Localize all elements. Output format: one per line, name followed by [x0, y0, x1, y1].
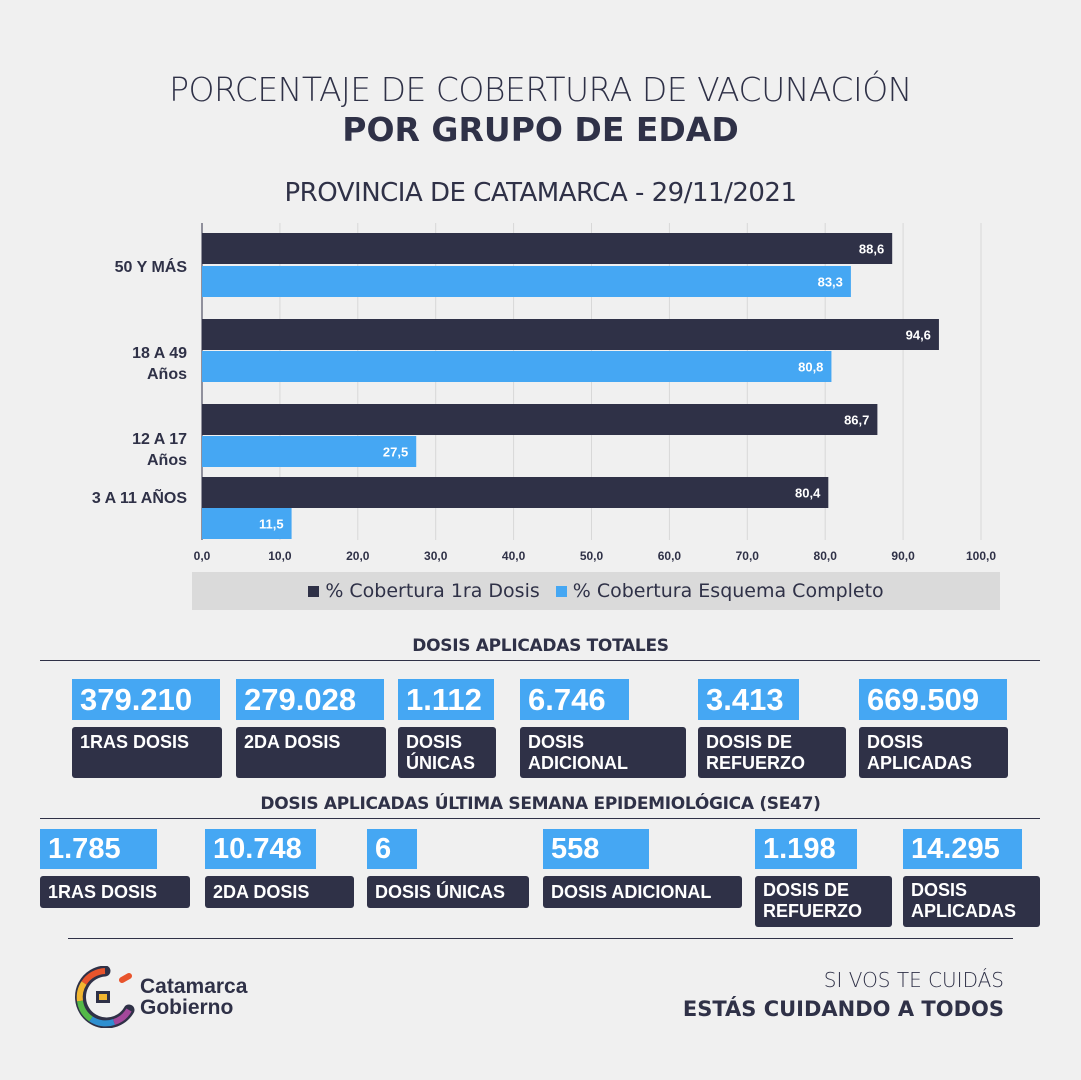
- total-second-dose-label: 2DA DOSIS: [236, 727, 386, 778]
- x-tick-label: 60,0: [658, 549, 682, 563]
- weekly-divider: [40, 818, 1040, 819]
- bar-value-label: 94,6: [906, 328, 931, 343]
- weekly-section-title: DOSIS APLICADAS ÚLTIMA SEMANA EPIDEMIOLÓ…: [260, 794, 821, 814]
- slogan-line-1: SI VOS TE CUIDÁS: [823, 968, 1004, 992]
- logo-line-1: Catamarca: [140, 975, 248, 998]
- bar-value-label: 80,4: [795, 486, 821, 501]
- legend-swatch-complete-scheme: [555, 585, 567, 597]
- bar: [202, 508, 292, 539]
- weekly-applied-doses-label: DOSIS APLICADAS: [903, 876, 1040, 927]
- weekly-additional-dose-label: DOSIS ADICIONAL: [543, 876, 742, 908]
- bar: [202, 477, 829, 508]
- slogan-line-2: ESTÁS CUIDANDO A TODOS: [682, 997, 1004, 1021]
- x-tick-label: 30,0: [424, 549, 448, 563]
- bar-value-label: 86,7: [844, 413, 869, 428]
- weekly-single-dose-value: 6: [367, 829, 417, 869]
- category-label: Años: [147, 366, 187, 383]
- bar: [202, 233, 893, 264]
- logo-wordmark: Catamarca Gobierno: [140, 976, 247, 1018]
- category-label: 3 A 11 AÑOS: [92, 487, 187, 507]
- bar-value-label: 27,5: [383, 445, 408, 460]
- total-single-dose-label: DOSIS ÚNICAS: [398, 727, 496, 778]
- bar: [202, 266, 851, 297]
- weekly-second-dose-label: 2DA DOSIS: [205, 876, 354, 908]
- bar-value-label: 88,6: [859, 242, 884, 257]
- catamarca-logo-icon: [75, 966, 135, 1028]
- total-booster-dose-value: 3.413: [698, 679, 799, 720]
- bar: [202, 404, 878, 435]
- weekly-first-dose-value: 1.785: [40, 829, 157, 869]
- total-first-dose-value: 379.210: [72, 679, 220, 720]
- chart-legend: % Cobertura 1ra Dosis % Cobertura Esquem…: [192, 572, 1000, 610]
- bar: [202, 351, 832, 382]
- x-tick-label: 80,0: [814, 549, 838, 563]
- x-tick-label: 70,0: [736, 549, 760, 563]
- bar-value-label: 83,3: [818, 275, 843, 290]
- total-booster-dose-label: DOSIS DE REFUERZO: [698, 727, 846, 778]
- total-second-dose-value: 279.028: [236, 679, 384, 720]
- x-tick-label: 50,0: [580, 549, 604, 563]
- x-tick-label: 0,0: [194, 549, 211, 563]
- category-label: 50 Y MÁS: [115, 257, 188, 276]
- totals-divider: [40, 660, 1040, 661]
- weekly-booster-dose-value: 1.198: [755, 829, 857, 869]
- x-tick-label: 90,0: [891, 549, 915, 563]
- total-applied-doses-label: DOSIS APLICADAS: [859, 727, 1008, 778]
- logo-line-2: Gobierno: [140, 996, 234, 1019]
- total-additional-dose-value: 6.746: [520, 679, 629, 720]
- weekly-additional-dose-value: 558: [543, 829, 649, 869]
- weekly-second-dose-value: 10.748: [205, 829, 316, 869]
- totals-section-title: DOSIS APLICADAS TOTALES: [412, 636, 669, 656]
- weekly-single-dose-label: DOSIS ÚNICAS: [367, 876, 529, 908]
- weekly-applied-doses-value: 14.295: [903, 829, 1022, 869]
- bar: [202, 436, 417, 467]
- x-tick-label: 10,0: [268, 549, 292, 563]
- category-label: Años: [147, 452, 187, 469]
- legend-item-first-dose: % Cobertura 1ra Dosis: [308, 580, 540, 602]
- total-additional-dose-label: DOSIS ADICIONAL: [520, 727, 686, 778]
- bar: [202, 319, 939, 350]
- legend-label-complete-scheme: % Cobertura Esquema Completo: [572, 580, 884, 602]
- bar-value-label: 80,8: [798, 360, 823, 375]
- footer-divider: [68, 938, 1013, 939]
- category-label: 18 A 49: [132, 345, 187, 362]
- bar-value-label: 11,5: [259, 517, 284, 532]
- x-tick-label: 100,0: [966, 549, 996, 563]
- legend-item-complete-scheme: % Cobertura Esquema Completo: [555, 580, 884, 602]
- page-title-bold: POR GRUPO DE EDAD: [342, 110, 739, 149]
- coverage-bar-chart: 0,0 10,0 20,0 30,0 40,0 50,0 60,0 70,0 80,0 90,0 1…: [92, 223, 996, 563]
- x-tick-label: 40,0: [502, 549, 526, 563]
- total-first-dose-label: 1RAS DOSIS: [72, 727, 222, 778]
- legend-swatch-first-dose: [308, 585, 320, 597]
- x-tick-label: 20,0: [346, 549, 370, 563]
- total-applied-doses-value: 669.509: [859, 679, 1007, 720]
- legend-label-first-dose: % Cobertura 1ra Dosis: [325, 580, 540, 602]
- weekly-booster-dose-label: DOSIS DE REFUERZO: [755, 876, 892, 927]
- page-title: PORCENTAJE DE COBERTURA DE VACUNACIÓN: [169, 70, 912, 109]
- total-single-dose-value: 1.112: [398, 679, 494, 720]
- weekly-first-dose-label: 1RAS DOSIS: [40, 876, 190, 908]
- page-subtitle: PROVINCIA DE CATAMARCA - 29/11/2021: [284, 178, 797, 208]
- category-label: 12 A 17: [132, 431, 187, 448]
